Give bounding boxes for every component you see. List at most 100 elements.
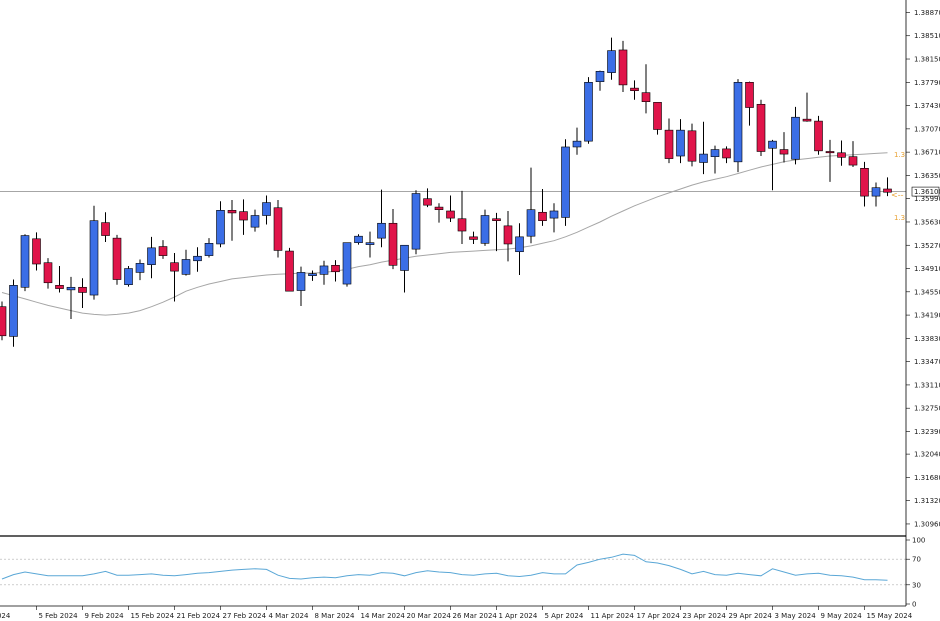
candle (561, 139, 570, 226)
candle (377, 189, 386, 248)
candle-body-up (308, 273, 317, 276)
candle-body-up (319, 265, 329, 275)
price-tick-label: 1.34550 (914, 288, 940, 296)
oscillator-tick-label: 100 (912, 537, 925, 545)
candle-body-down (457, 218, 467, 232)
oscillator-tick-label: 70 (912, 556, 921, 564)
candle-body-up (572, 140, 582, 148)
price-tick-label: 1.32390 (914, 428, 940, 436)
candle (733, 79, 743, 173)
current-price-arrow-icon: <-- (891, 191, 904, 200)
date-tick-label: 29 Apr 2024 (729, 612, 773, 620)
candle (756, 99, 766, 157)
candle (802, 92, 812, 122)
price-axis: 1.38870 1.38510 1.38150 1.37790 1.37430 1.370… (906, 9, 940, 528)
candle (365, 231, 375, 258)
candle-body-up (480, 215, 490, 244)
candle-body-up (676, 129, 685, 157)
candle-body-down (814, 120, 823, 152)
candle (319, 260, 329, 285)
candle (722, 146, 731, 164)
candle-body-up (193, 255, 202, 262)
candle-body-up (733, 82, 743, 163)
candle-body-down (492, 218, 501, 221)
date-tick-label: 15 Feb 2024 (131, 612, 175, 620)
candle-body-down (687, 130, 697, 162)
candle-body-down (664, 129, 674, 159)
candle (170, 253, 179, 302)
candle-body-up (204, 243, 214, 256)
candle-body-down (756, 103, 766, 152)
candle (227, 199, 237, 241)
candle-body-down (641, 92, 651, 103)
candle (78, 278, 87, 308)
candle (32, 232, 41, 271)
candle-body-down (55, 285, 64, 289)
candle-body-up (9, 285, 18, 337)
candle (526, 167, 536, 244)
candle-body-down (0, 306, 7, 337)
price-tick-label: 1.34910 (914, 265, 940, 273)
candle (699, 121, 708, 175)
candle-body-down (630, 87, 639, 92)
candle (9, 279, 18, 347)
date-tick-label: 27 Feb 2024 (223, 612, 267, 620)
candle-body-down (101, 222, 110, 236)
price-level-label-lower: 1.3 (894, 214, 905, 222)
candle-body-down (883, 188, 892, 193)
date-tick-label: 2024 (0, 612, 11, 620)
candle (101, 212, 110, 243)
candle (158, 240, 168, 259)
candle (595, 70, 605, 91)
price-tick-label: 1.33110 (914, 381, 940, 389)
candle-body-up (296, 272, 306, 291)
candle (641, 64, 651, 114)
candle (400, 244, 409, 293)
candle-body-down (331, 264, 340, 273)
oscillator-axis: 100 70 30 0 (906, 537, 925, 609)
price-tick-label: 1.32750 (914, 405, 940, 413)
candle-body-down (43, 262, 53, 284)
candle-body-up (411, 193, 421, 250)
candle-body-up (66, 286, 76, 291)
date-tick-label: 9 May 2024 (821, 612, 863, 620)
candle (388, 209, 398, 270)
candle (423, 188, 432, 208)
candle-body-up (250, 215, 260, 228)
svg-text:1.36100: 1.36100 (914, 188, 940, 196)
candle (354, 234, 363, 245)
candle (0, 301, 7, 341)
candle-body-up (584, 82, 593, 142)
candle-body-down (227, 210, 237, 214)
candle (147, 236, 156, 279)
candle-body-down (653, 102, 662, 130)
candle-body-down (745, 82, 754, 108)
candle-body-up (377, 222, 386, 239)
candle (135, 259, 145, 281)
candle (112, 234, 122, 285)
oscillator-tick-label: 0 (912, 601, 916, 609)
date-tick-label: 17 Apr 2024 (637, 612, 681, 620)
candle (193, 247, 202, 272)
candle (216, 201, 225, 248)
candle-body-down (779, 149, 789, 155)
candle-body-down (802, 118, 812, 122)
candle-body-up (791, 116, 800, 160)
candle-body-up (526, 209, 536, 237)
candle (124, 265, 133, 287)
price-tick-label: 1.34190 (914, 312, 940, 320)
candle-body-up (561, 146, 570, 218)
candle-body-down (434, 206, 444, 210)
candle-body-down (423, 198, 432, 206)
candle (676, 119, 685, 164)
candle (43, 258, 53, 289)
current-price-tag: 1.36100 (911, 186, 940, 197)
date-tick-label: 9 Feb 2024 (85, 612, 125, 620)
main-price-panel: 1.3 1.3 <-- (0, 37, 906, 347)
candle (549, 203, 559, 233)
candle-body-down (837, 152, 846, 158)
date-tick-label: 26 Mar 2024 (453, 612, 498, 620)
candle-body-down (503, 225, 513, 245)
